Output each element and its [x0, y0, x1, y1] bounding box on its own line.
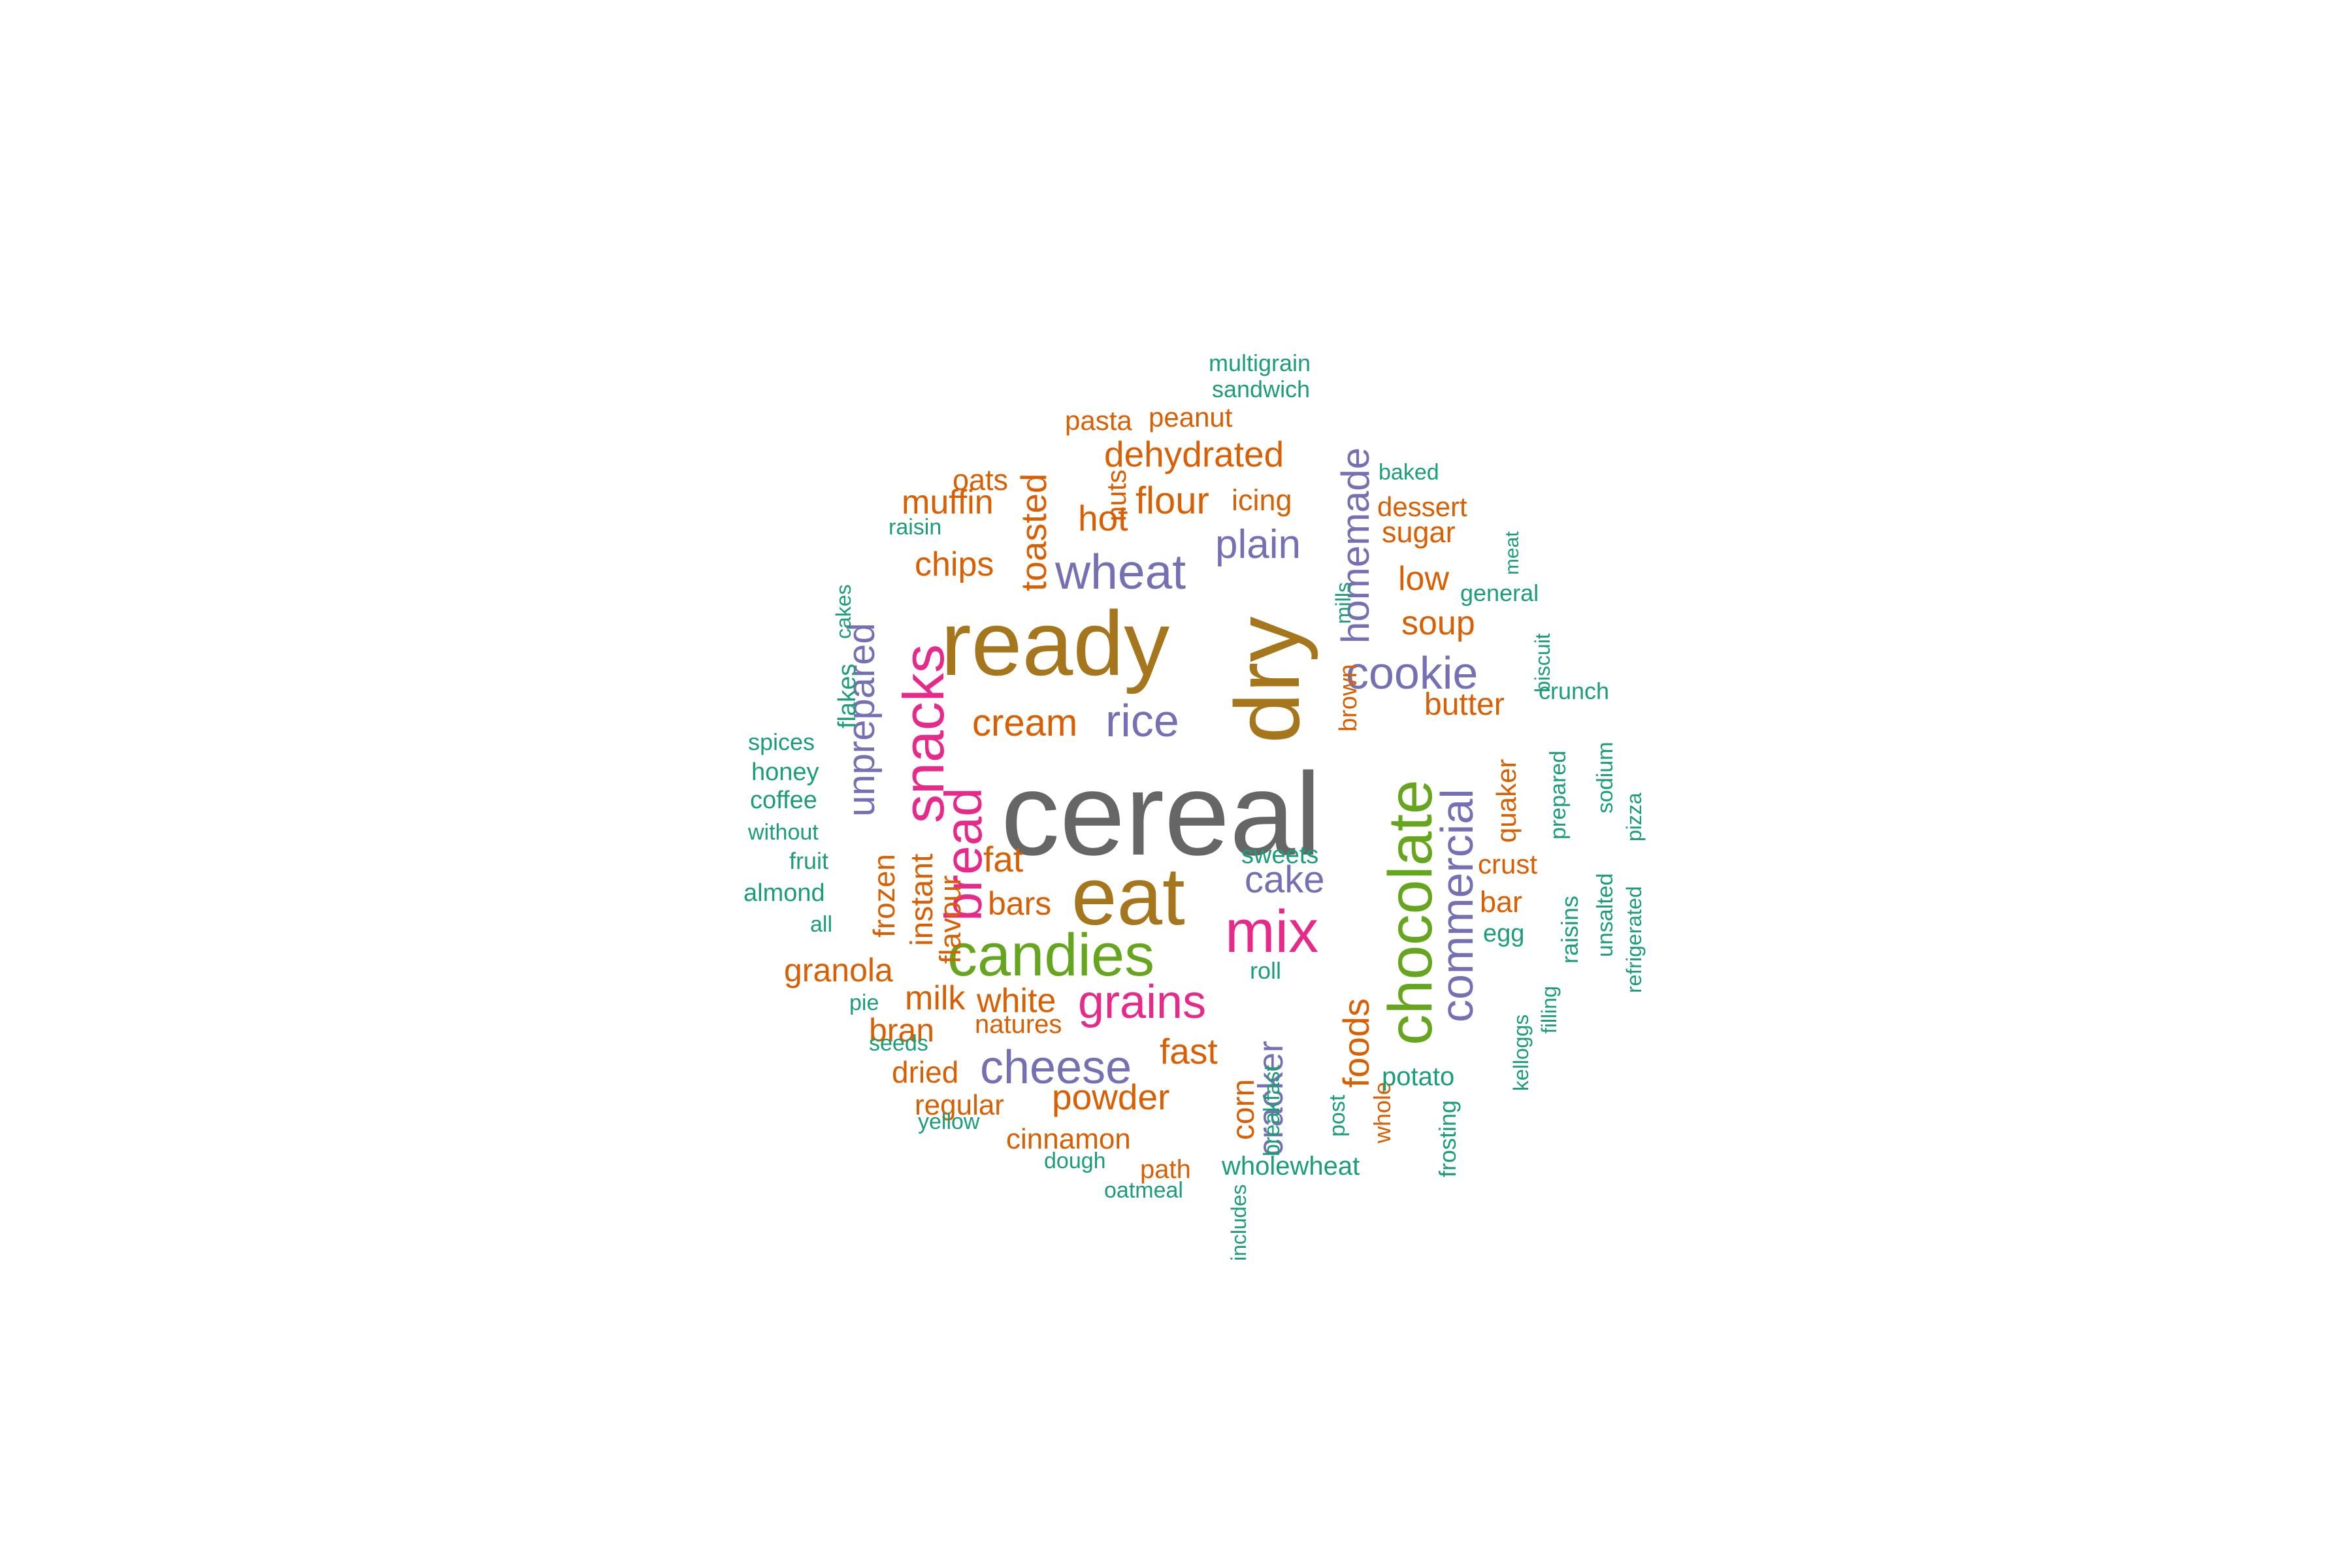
word-fast: fast — [1160, 1031, 1218, 1071]
word-soup: soup — [1401, 604, 1475, 642]
word-dried: dried — [892, 1055, 959, 1089]
word-cinnamon: cinnamon — [1006, 1123, 1131, 1155]
word-coffee: coffee — [750, 787, 817, 814]
word-rice: rice — [1105, 695, 1179, 746]
word-wholewheat: wholewheat — [1222, 1152, 1360, 1181]
word-breakfast: breakfast — [1260, 1065, 1284, 1156]
word-oats: oats — [953, 463, 1009, 497]
word-plain: plain — [1215, 522, 1301, 567]
word-milk: milk — [905, 979, 966, 1017]
word-flavour: flavour — [934, 875, 967, 964]
word-general: general — [1460, 580, 1539, 606]
word-baked: baked — [1379, 460, 1439, 485]
word-flakes: flakes — [834, 663, 861, 728]
word-cheese: cheese — [980, 1041, 1132, 1094]
word-powder: powder — [1052, 1077, 1170, 1117]
word-frosting: frosting — [1434, 1100, 1461, 1177]
word-muffin: muffin — [902, 483, 994, 521]
word-mix: mix — [1225, 898, 1319, 965]
word-dessert: dessert — [1377, 491, 1467, 522]
word-filling: filling — [1537, 986, 1561, 1034]
word-ready: ready — [941, 592, 1170, 694]
word-cookie: cookie — [1346, 647, 1478, 698]
word-peanut: peanut — [1149, 402, 1233, 433]
word-cream: cream — [972, 702, 1078, 744]
word-refrigerated: refrigerated — [1622, 886, 1646, 993]
word-crust: crust — [1478, 849, 1538, 879]
word-kelloggs: kelloggs — [1509, 1014, 1533, 1091]
word-candies: candies — [947, 922, 1155, 988]
word-roll: roll — [1250, 957, 1282, 984]
word-cereal: cereal — [1001, 749, 1322, 880]
word-all: all — [810, 912, 833, 937]
word-chips: chips — [915, 546, 994, 583]
word-frozen: frozen — [867, 854, 901, 938]
word-whole: whole — [1369, 1081, 1396, 1143]
word-granola: granola — [784, 952, 893, 988]
word-bran: bran — [869, 1012, 935, 1049]
word-path: path — [1140, 1155, 1191, 1184]
word-bars: bars — [988, 885, 1052, 922]
word-pizza: pizza — [1622, 792, 1646, 841]
word-mills: mills — [1331, 582, 1355, 624]
word-commercial: commercial — [1431, 789, 1482, 1022]
word-cakes: cakes — [832, 584, 855, 639]
word-bar: bar — [1480, 885, 1523, 919]
word-yellow: yellow — [918, 1109, 980, 1134]
word-without: without — [748, 820, 819, 845]
word-raisins: raisins — [1556, 895, 1583, 964]
word-includes: includes — [1227, 1184, 1250, 1261]
word-raisin: raisin — [889, 515, 942, 540]
word-prepared: prepared — [1546, 750, 1571, 840]
word-multigrain: multigrain — [1209, 350, 1311, 376]
word-oatmeal: oatmeal — [1104, 1178, 1183, 1203]
word-brown: brown — [1335, 664, 1362, 732]
word-seeds: seeds — [869, 1031, 928, 1056]
word-flour: flour — [1135, 480, 1209, 522]
word-meat: meat — [1501, 531, 1523, 575]
word-post: post — [1325, 1094, 1350, 1137]
word-foods: foods — [1335, 998, 1377, 1088]
word-icing: icing — [1232, 483, 1292, 517]
word-toasted: toasted — [1013, 473, 1054, 591]
word-potato: potato — [1382, 1062, 1455, 1091]
word-cake: cake — [1245, 858, 1325, 901]
word-pie: pie — [849, 990, 879, 1015]
word-quaker: quaker — [1491, 759, 1522, 843]
word-crunch: crunch — [1539, 678, 1610, 704]
word-dry: dry — [1216, 616, 1318, 743]
word-spices: spices — [748, 728, 815, 755]
word-corn: corn — [1226, 1079, 1261, 1140]
word-sugar: sugar — [1382, 515, 1456, 549]
word-butter: butter — [1424, 687, 1505, 722]
word-fat: fat — [983, 839, 1024, 879]
word-white: white — [977, 982, 1056, 1020]
word-wheat: wheat — [1055, 544, 1186, 599]
word-sandwich: sandwich — [1212, 376, 1311, 402]
word-grains: grains — [1078, 976, 1207, 1028]
word-regular: regular — [915, 1089, 1004, 1121]
word-eat: eat — [1071, 851, 1185, 942]
word-unsalted: unsalted — [1593, 873, 1618, 957]
word-almond: almond — [743, 879, 825, 907]
word-fruit: fruit — [789, 847, 829, 874]
word-low: low — [1398, 560, 1450, 598]
word-sodium: sodium — [1593, 742, 1618, 813]
word-sweets: sweets — [1241, 841, 1319, 869]
word-honey: honey — [751, 759, 819, 786]
word-pasta: pasta — [1065, 405, 1132, 436]
word-nuts: nuts — [1101, 469, 1132, 521]
word-dehydrated: dehydrated — [1104, 434, 1284, 474]
word-natures: natures — [975, 1010, 1062, 1039]
word-hot: hot — [1078, 498, 1128, 538]
word-dough: dough — [1044, 1149, 1106, 1173]
word-egg: egg — [1483, 920, 1525, 947]
